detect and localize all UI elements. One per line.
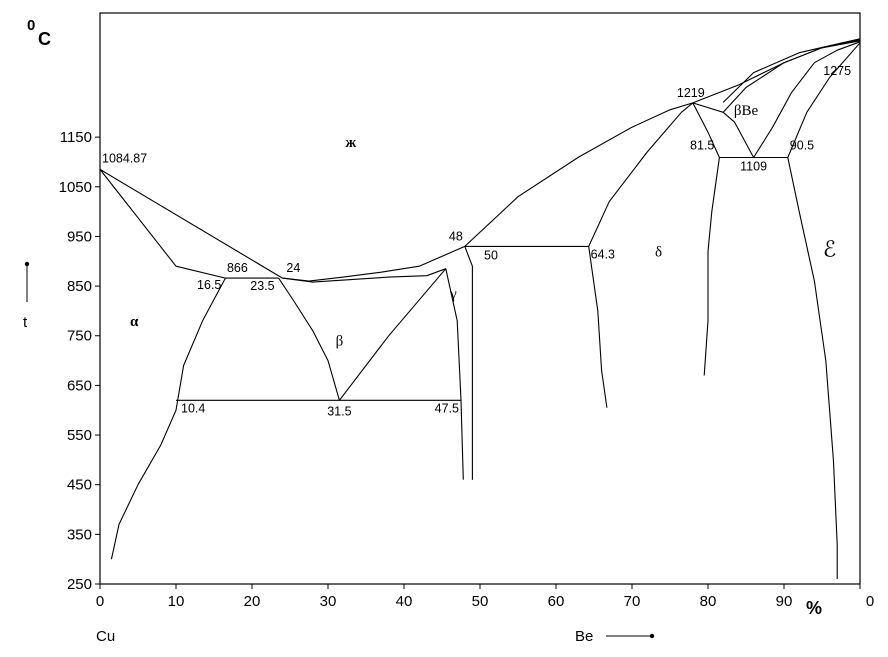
point-label: 1275 (823, 64, 851, 78)
y-axis-ticks: 250 350 450 550 650 750 850 950 1050 1150 (59, 129, 100, 593)
point-label: 50 (484, 248, 498, 262)
point-label: 16.5 (197, 278, 221, 292)
phase-region-label: β (336, 334, 344, 350)
x-axis-right-label: Be (575, 628, 593, 645)
phase-boundary-24 (722, 38, 861, 103)
phase-region-label: βBe (734, 103, 759, 119)
phase-boundary-7 (278, 277, 340, 401)
point-label: 1109 (740, 159, 767, 173)
y-axis-unit-label: C (38, 29, 51, 49)
point-label: 81.5 (690, 138, 714, 152)
x-tick-label: 10 (168, 593, 185, 610)
y-axis-degree-label: 0 (27, 17, 35, 34)
x-tick-label: 30 (320, 593, 337, 610)
phase-boundary-26 (787, 157, 838, 579)
point-label: 10.4 (181, 401, 205, 415)
y-tick-label: 550 (67, 427, 92, 444)
y-tick-label: 1050 (59, 179, 92, 196)
y-tick-label: 450 (67, 477, 92, 494)
phase-boundary-6 (282, 268, 446, 283)
y-tick-label: 850 (67, 278, 92, 295)
point-label: 64.3 (591, 247, 615, 261)
x-tick-label: 70 (624, 593, 641, 610)
phase-boundary-18 (692, 102, 724, 113)
phase-boundary-13 (464, 102, 693, 247)
point-label: 1219 (677, 86, 705, 100)
phase-boundary-10 (445, 268, 464, 480)
y-tick-label: 350 (67, 526, 92, 543)
point-label: 47.5 (435, 401, 459, 415)
phase-region-label: α (130, 314, 139, 330)
point-label: 31.5 (327, 404, 351, 418)
y-tick-label: 1150 (60, 129, 92, 146)
phase-boundary-19 (722, 111, 755, 158)
x-tick-label: 0 (866, 593, 874, 610)
phase-boundary-5 (282, 245, 466, 282)
point-label: 48 (449, 229, 463, 243)
x-axis-unit-label: % (806, 598, 822, 618)
x-axis-left-label: Cu (96, 628, 115, 645)
point-label: 866 (227, 261, 248, 275)
phase-boundary-1 (99, 169, 226, 279)
phase-boundary-17 (692, 102, 720, 376)
point-label: 1084.87 (102, 151, 147, 165)
phase-boundary-2 (99, 168, 283, 279)
phase-region-label: ℰ (823, 236, 836, 261)
phase-labels: ж α β γ δ βBe ℰ (130, 103, 836, 350)
phase-boundary-curves (99, 38, 861, 579)
x-tick-label: 0 (96, 593, 104, 610)
x-tick-label: 40 (396, 593, 413, 610)
phase-region-label: γ (449, 287, 457, 303)
x-axis-ticks: 0 10 20 30 40 50 60 70 80 90 0 (96, 584, 874, 610)
y-tick-label: 750 (67, 328, 92, 345)
y-tick-label: 250 (67, 576, 92, 593)
phase-region-label: ж (345, 135, 356, 151)
phase-boundary-21 (753, 41, 861, 158)
point-label: 24 (286, 261, 300, 275)
y-tick-label: 950 (67, 228, 92, 245)
phase-boundary-3 (110, 277, 226, 560)
x-tick-label: 60 (548, 593, 565, 610)
phase-boundary-16 (588, 246, 608, 408)
point-label: 90.5 (790, 138, 814, 152)
y-axis-variable-label: t (23, 314, 28, 331)
x-tick-label: 90 (776, 593, 793, 610)
phase-boundary-8 (338, 268, 447, 401)
x-axis-arrow (606, 633, 655, 639)
phase-boundary-15 (588, 102, 694, 247)
point-label: 23.5 (250, 279, 274, 293)
phase-boundary-12 (464, 246, 473, 480)
phase-boundary-25 (787, 42, 861, 158)
x-tick-label: 80 (700, 593, 717, 610)
phase-region-label: δ (655, 244, 662, 260)
x-tick-label: 50 (472, 593, 489, 610)
x-tick-label: 20 (244, 593, 261, 610)
point-labels: 1084.87 866 16.5 23.5 24 48 50 64.3 10.4 31.5 47.5… (102, 64, 851, 418)
y-axis-arrow (24, 261, 30, 302)
y-tick-label: 650 (67, 377, 92, 394)
